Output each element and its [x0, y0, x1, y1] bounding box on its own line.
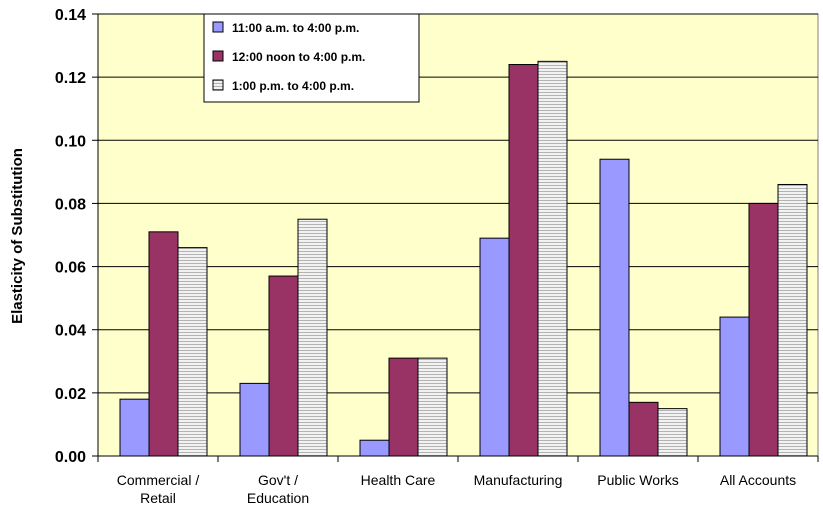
bar-3-4: [537, 60, 568, 457]
bar-3-3: [417, 357, 448, 457]
bar-3-6: [777, 183, 808, 457]
x-category-label: Health Care: [361, 472, 436, 488]
bars: [119, 60, 808, 457]
legend-label: 12:00 noon to 4:00 p.m.: [232, 50, 365, 64]
x-category-label: Manufacturing: [474, 472, 563, 488]
axes: [97, 14, 819, 462]
x-category-label-line: All Accounts: [720, 472, 796, 488]
y-tick-label: 0.08: [55, 196, 86, 213]
legend-box: [203, 13, 420, 103]
bar-2-2: [268, 275, 299, 457]
x-category-label-line: Manufacturing: [474, 472, 563, 488]
bar-1-4: [479, 237, 510, 457]
y-tick-label: 0.04: [55, 323, 86, 340]
x-category-label-line: Commercial /: [117, 472, 200, 488]
bar-3-5: [657, 408, 688, 457]
x-axis-categories: Commercial / Retail Gov't / Education Health…: [117, 472, 796, 506]
y-tick-label: 0.02: [55, 386, 86, 403]
bar-1-5: [599, 158, 630, 457]
bar-1-2: [239, 382, 270, 457]
x-category-label-line: Retail: [140, 490, 176, 506]
x-category-label: Commercial / Retail: [117, 472, 200, 506]
legend: 11:00 a.m. to 4:00 p.m. 12:00 noon to 4:0…: [203, 13, 420, 103]
y-axis-ticks: 0.00 0.02 0.04 0.06 0.08 0.10 0.12 0.14: [55, 7, 98, 466]
legend-swatch: [212, 50, 224, 62]
legend-swatch: [212, 21, 224, 33]
bar-3-2: [297, 218, 328, 457]
y-axis-title: Elasticity of Substitution: [9, 148, 26, 324]
y-tick-label: 0.14: [55, 7, 86, 24]
x-category-label: All Accounts: [720, 472, 796, 488]
legend-label: 11:00 a.m. to 4:00 p.m.: [232, 21, 359, 35]
bar-1-3: [359, 439, 390, 457]
bar-1-6: [719, 316, 750, 457]
x-category-label: Gov't / Education: [247, 472, 309, 506]
legend-label: 1:00 p.m. to 4:00 p.m.: [232, 79, 354, 93]
y-tick-label: 0.06: [55, 260, 86, 277]
x-category-label: Public Works: [597, 472, 678, 488]
legend-swatch: [212, 79, 224, 91]
x-category-label-line: Public Works: [597, 472, 678, 488]
bar-2-6: [748, 202, 779, 457]
bar-2-5: [628, 401, 659, 457]
bar-1-1: [119, 398, 150, 457]
x-category-label-line: Health Care: [361, 472, 436, 488]
y-tick-label: 0.00: [55, 449, 86, 466]
x-category-label-line: Education: [247, 490, 309, 506]
bar-3-1: [177, 247, 208, 457]
y-tick-label: 0.10: [55, 133, 86, 150]
bar-2-4: [508, 64, 539, 457]
gridlines: [98, 13, 818, 394]
bar-2-1: [148, 231, 179, 457]
y-tick-label: 0.12: [55, 70, 86, 87]
x-category-label-line: Gov't /: [258, 472, 298, 488]
bar-2-3: [388, 357, 419, 457]
